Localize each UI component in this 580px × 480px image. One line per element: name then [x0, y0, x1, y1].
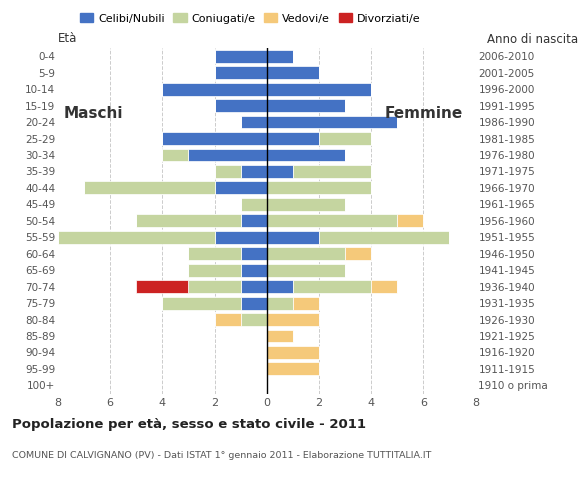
Bar: [319, 132, 371, 145]
Bar: [267, 247, 345, 260]
Bar: [267, 148, 345, 161]
Bar: [267, 231, 319, 244]
Bar: [267, 330, 293, 342]
Bar: [215, 313, 241, 326]
Text: Anno di nascita: Anno di nascita: [487, 33, 578, 46]
Bar: [215, 231, 267, 244]
Bar: [215, 99, 267, 112]
Text: Età: Età: [58, 32, 77, 45]
Bar: [188, 148, 267, 161]
Bar: [267, 362, 319, 375]
Bar: [241, 264, 267, 276]
Bar: [371, 280, 397, 293]
Bar: [188, 247, 241, 260]
Bar: [241, 215, 267, 227]
Text: Femmine: Femmine: [384, 107, 462, 121]
Bar: [267, 215, 397, 227]
Bar: [241, 280, 267, 293]
Bar: [267, 313, 319, 326]
Bar: [58, 231, 215, 244]
Bar: [215, 66, 267, 79]
Bar: [162, 132, 267, 145]
Bar: [84, 181, 215, 194]
Bar: [241, 313, 267, 326]
Bar: [215, 165, 241, 178]
Text: Popolazione per età, sesso e stato civile - 2011: Popolazione per età, sesso e stato civil…: [12, 418, 365, 431]
Bar: [267, 99, 345, 112]
Bar: [267, 132, 319, 145]
Bar: [293, 165, 371, 178]
Bar: [345, 247, 371, 260]
Bar: [136, 215, 241, 227]
Bar: [319, 231, 450, 244]
Bar: [267, 83, 371, 96]
Bar: [188, 264, 241, 276]
Bar: [241, 247, 267, 260]
Bar: [267, 181, 371, 194]
Bar: [267, 50, 293, 63]
Bar: [241, 198, 267, 211]
Bar: [215, 50, 267, 63]
Bar: [241, 297, 267, 310]
Bar: [397, 215, 423, 227]
Text: Maschi: Maschi: [63, 107, 123, 121]
Bar: [162, 83, 267, 96]
Bar: [267, 280, 293, 293]
Bar: [267, 264, 345, 276]
Bar: [188, 280, 241, 293]
Bar: [162, 297, 241, 310]
Bar: [267, 346, 319, 359]
Bar: [293, 280, 371, 293]
Bar: [267, 297, 293, 310]
Bar: [136, 280, 188, 293]
Bar: [267, 116, 397, 129]
Bar: [267, 165, 293, 178]
Bar: [162, 148, 188, 161]
Text: COMUNE DI CALVIGNANO (PV) - Dati ISTAT 1° gennaio 2011 - Elaborazione TUTTITALIA: COMUNE DI CALVIGNANO (PV) - Dati ISTAT 1…: [12, 451, 431, 460]
Bar: [293, 297, 319, 310]
Bar: [241, 165, 267, 178]
Legend: Celibi/Nubili, Coniugati/e, Vedovi/e, Divorziati/e: Celibi/Nubili, Coniugati/e, Vedovi/e, Di…: [76, 9, 425, 28]
Bar: [241, 116, 267, 129]
Bar: [215, 181, 267, 194]
Bar: [267, 66, 319, 79]
Bar: [267, 198, 345, 211]
